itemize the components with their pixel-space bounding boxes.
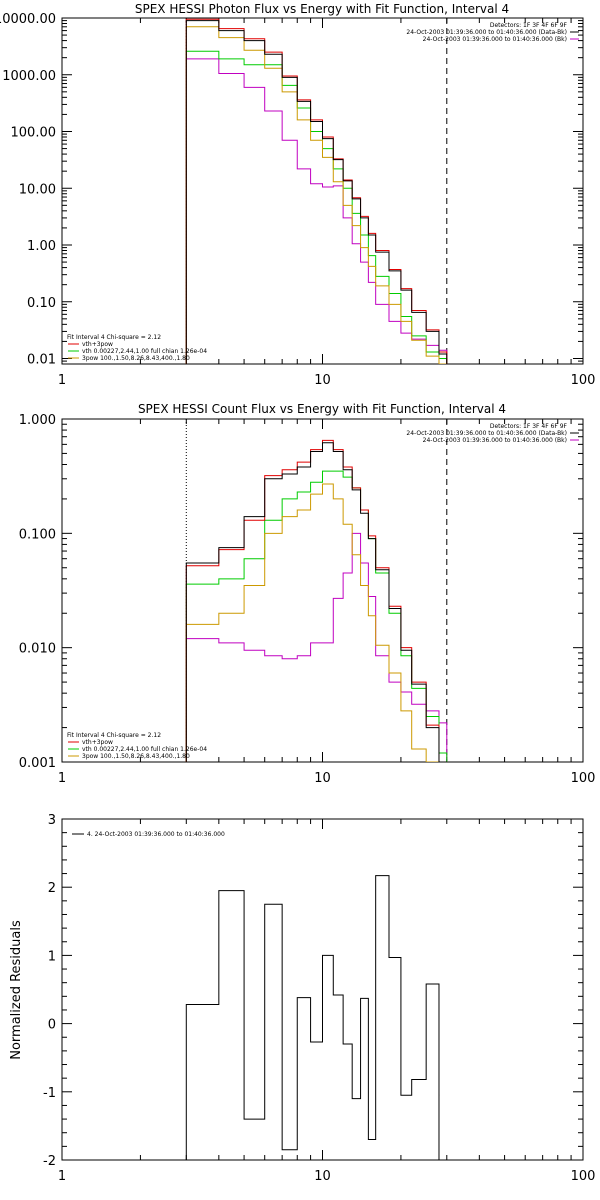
photon-flux-y-tick-label: 0.01 [27,353,56,368]
residuals-series-residuals [185,875,447,1160]
photon-flux-legend-entry: Fit Interval 4 Chi-square = 2.12 [67,334,161,341]
photon-flux-x-tick-label: 1 [58,373,66,388]
photon-flux-axes-frame [61,17,584,365]
residuals-x-tick-label: 100 [571,1169,596,1184]
photon-flux-series-3pow [185,26,447,364]
photon-flux-x-tick-label: 10 [314,373,331,388]
photon-flux-y-tick-label: 100.00 [11,126,57,141]
count-flux-legend-entry: Detectors: 1F 3F 4F 6F 9F [490,423,568,430]
residuals-x-tick-label: 1 [58,1169,66,1184]
count-flux-x-tick-label: 1 [58,771,66,786]
residuals-series-group [185,875,447,1160]
photon-flux-y-tick-label: 1000.00 [2,69,56,84]
photon-flux-legend-entry: 24-Oct-2003 01:39:36.000 to 01:40:36.000… [406,29,567,36]
count-flux-legend-entry: 24-Oct-2003 01:39:36.000 to 01:40:36.000… [423,437,567,444]
photon-flux-legend-entry: 3pow 100.,1.50,8.26,8.43,400.,1.80 [82,355,190,362]
count-flux-y-tick-label: 0.100 [19,527,56,542]
photon-flux-legend-entry: vth 0.00227,2.44,1.00 full chian 1.26e-0… [82,348,207,355]
photon-flux-y-tick-label: 10.00 [19,182,56,197]
count-flux-x-tick-label: 10 [314,771,331,786]
photon-flux-y-tick-label: 1.00 [27,239,56,254]
count-flux-series-bk [185,532,448,762]
residuals-y-tick-label: 0 [48,1018,56,1033]
photon-flux-series-vth [185,50,448,364]
count-flux-legend-entry: Fit Interval 4 Chi-square = 2.12 [67,732,161,739]
count-flux-plot: SPEX HESSI Count Flux vs Energy with Fit… [19,402,596,786]
photon-flux-x-tick-label: 100 [571,373,596,388]
residuals-plot-ylabel: Normalized Residuals [9,920,24,1060]
count-flux-series-data [185,442,447,762]
residuals-y-tick-label: 1 [48,949,56,964]
count-flux-series-vth-3pow [185,439,447,762]
residuals-y-tick-label: 2 [48,881,56,896]
photon-flux-series-data [185,20,448,364]
count-flux-legend-entry: vth+3pow [82,739,113,746]
photon-flux-plot-title: SPEX HESSI Photon Flux vs Energy with Fi… [135,2,509,16]
residuals-x-tick-label: 10 [314,1169,331,1184]
count-flux-y-tick-label: 1.000 [19,413,56,428]
count-flux-legend-entry: 3pow 100.,1.50,8.26,8.43,400.,1.80 [82,753,190,760]
count-flux-series-3pow [185,483,447,762]
photon-flux-series-vth-3pow [185,18,448,364]
photon-flux-legend-entry: Detectors: 1F 3F 4F 6F 9F [490,22,568,29]
residuals-y-tick-label: -1 [43,1086,56,1101]
count-flux-y-tick-label: 0.010 [19,642,56,657]
photon-flux-legend-entry: vth+3pow [82,341,113,348]
count-flux-y-tick-label: 0.001 [19,756,56,771]
photon-flux-y-tick-label: 10000.00 [0,12,56,27]
photon-flux-series-bk [185,58,448,364]
count-flux-axes-frame [61,418,584,763]
count-flux-series-vth [185,470,448,762]
photon-flux-plot: SPEX HESSI Photon Flux vs Energy with Fi… [0,2,595,388]
count-flux-legend-entry: vth 0.00227,2.44,1.00 full chian 1.26e-0… [82,746,207,753]
photon-flux-series-group [185,18,448,364]
count-flux-x-tick-label: 100 [571,771,596,786]
residuals-legend-entry: 4. 24-Oct-2003 01:39:36.000 to 01:40:36.… [87,831,225,838]
count-flux-plot-title: SPEX HESSI Count Flux vs Energy with Fit… [138,402,506,416]
photon-flux-y-tick-label: 0.10 [27,296,56,311]
count-flux-series-group [185,439,448,762]
residuals-y-tick-label: 3 [48,813,56,828]
residuals-y-tick-label: -2 [43,1154,56,1169]
residuals-plot: Normalized Residuals 1 10 100 -2 -1 0 1 2 3 4. 24… [9,813,595,1184]
count-flux-legend-entry: 24-Oct-2003 01:39:36.000 to 01:40:36.000… [406,430,567,437]
photon-flux-legend-entry: 24-Oct-2003 01:39:36.000 to 01:40:36.000… [423,36,567,43]
